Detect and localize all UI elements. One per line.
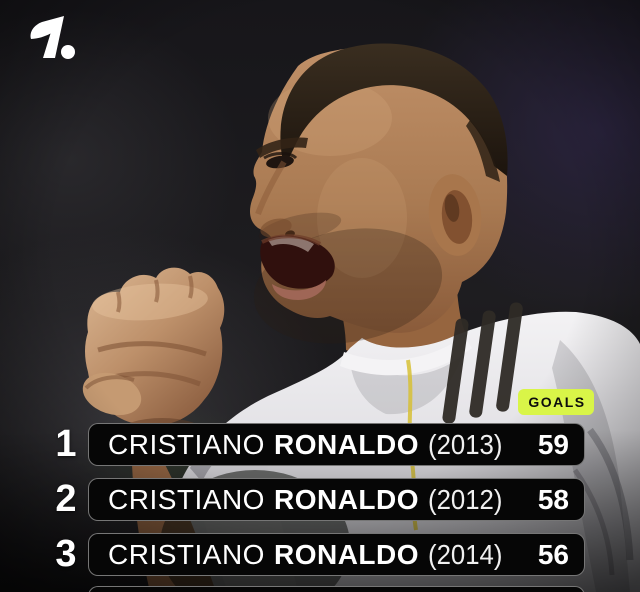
one-dot-icon (30, 16, 75, 59)
season-year: (2014) (428, 538, 503, 570)
rank-number: 1 (55, 423, 77, 465)
player-first-name: CRISTIANO (108, 483, 265, 515)
season-year: (2012) (428, 483, 503, 515)
ranking-pill: CRISTIANO RONALDO (2012) 58 (88, 478, 585, 521)
ranking-row-partial (0, 586, 640, 592)
goals-value: 56 (537, 538, 569, 570)
ranking-row: 1 CRISTIANO RONALDO (2013) 59 (0, 423, 640, 466)
goals-value: 59 (537, 428, 569, 460)
goals-value: 58 (537, 483, 569, 515)
rank-number: 3 (55, 533, 77, 575)
ranking-pill: CRISTIANO RONALDO (2013) 59 (88, 423, 585, 466)
ranking-pill (88, 586, 585, 592)
goals-badge-label: GOALS (528, 394, 586, 410)
season-year: (2013) (428, 428, 503, 460)
ranking-row: 2 CRISTIANO RONALDO (2012) 58 (0, 478, 640, 521)
player-last-name: RONALDO (273, 428, 420, 460)
player-first-name: CRISTIANO (108, 538, 265, 570)
onefootball-logo (30, 16, 75, 59)
rank-number: 2 (55, 478, 77, 520)
ranking-row: 3 CRISTIANO RONALDO (2014) 56 (0, 533, 640, 576)
ranking-pill: CRISTIANO RONALDO (2014) 56 (88, 533, 585, 576)
player-last-name: RONALDO (273, 483, 420, 515)
player-last-name: RONALDO (273, 538, 420, 570)
player-first-name: CRISTIANO (108, 428, 265, 460)
goals-badge: GOALS (518, 389, 594, 415)
